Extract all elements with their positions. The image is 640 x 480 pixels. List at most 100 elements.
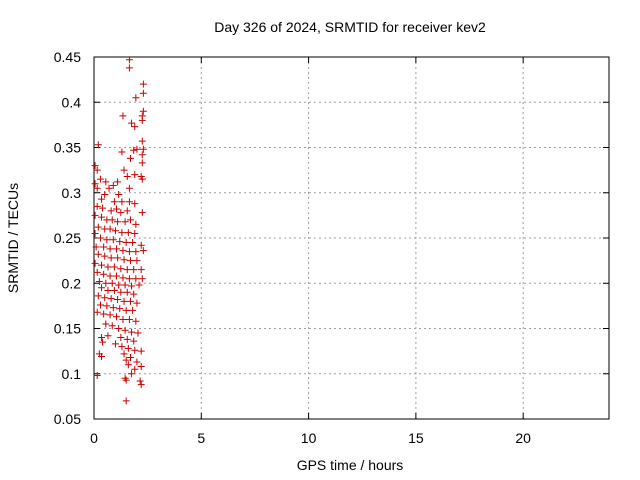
x-tick-label: 15 [408, 430, 424, 446]
data-point [106, 311, 114, 319]
data-point [139, 247, 147, 255]
data-point [119, 315, 127, 323]
data-point [126, 353, 134, 361]
data-point [130, 337, 138, 345]
data-point [126, 297, 134, 305]
y-tick-label: 0.1 [62, 366, 82, 382]
data-point [133, 257, 141, 265]
data-point [109, 236, 117, 244]
data-point [130, 146, 138, 154]
data-point [93, 166, 101, 174]
data-point [122, 356, 130, 364]
data-point [119, 112, 127, 120]
data-point [131, 123, 139, 131]
data-point [113, 313, 121, 321]
y-tick-label: 0.15 [54, 321, 81, 337]
data-point [96, 175, 104, 183]
data-point [128, 370, 136, 378]
x-tick-label: 0 [90, 430, 98, 446]
data-point [138, 116, 146, 124]
data-point [106, 245, 114, 253]
data-point [120, 297, 128, 305]
data-point [132, 275, 140, 283]
data-point [125, 64, 133, 72]
data-point [125, 184, 133, 192]
data-point [124, 361, 132, 369]
data-point [115, 281, 123, 289]
data-point [131, 229, 139, 237]
data-point [138, 175, 146, 183]
data-point [91, 162, 99, 170]
axis-ticks: 0 5 10 15 20 0.05 0.1 0.15 0.2 0.25 0.3 0.35 0.4 0.45 [54, 49, 609, 446]
data-point [139, 80, 147, 88]
data-point [122, 397, 130, 405]
data-point [137, 363, 145, 371]
data-point [121, 281, 129, 289]
data-point [102, 279, 110, 287]
data-point [99, 338, 107, 346]
data-point [92, 243, 100, 251]
data-point [124, 344, 132, 352]
data-point [93, 268, 101, 276]
data-point [94, 250, 102, 258]
data-point [101, 191, 109, 199]
grid [94, 57, 609, 419]
data-point [128, 328, 136, 336]
data-point [137, 241, 145, 249]
data-point [93, 202, 101, 210]
data-point [114, 218, 122, 226]
data-point [121, 218, 129, 226]
data-point [113, 205, 121, 213]
data-point [132, 94, 140, 102]
data-point [106, 272, 114, 280]
x-tick-label: 10 [301, 430, 317, 446]
data-point [94, 141, 102, 149]
data-point [119, 274, 127, 282]
data-point [114, 178, 122, 186]
data-point [110, 263, 118, 271]
data-point [128, 119, 136, 127]
data-point [109, 304, 117, 312]
data-point [125, 275, 133, 283]
data-point [110, 286, 118, 294]
data-point [94, 292, 102, 300]
data-point [100, 243, 108, 251]
data-point [129, 306, 137, 314]
data-point [128, 282, 136, 290]
x-tick-label: 20 [515, 430, 531, 446]
data-point [116, 305, 124, 313]
data-point [139, 107, 147, 115]
data-point [138, 275, 146, 283]
data-point [110, 198, 118, 206]
data-point [133, 358, 141, 366]
y-axis-label: SRMTID / TECUs [5, 183, 21, 293]
data-point [119, 247, 127, 255]
data-point [135, 281, 143, 289]
data-point [93, 308, 101, 316]
data-point [120, 166, 128, 174]
data-point [123, 335, 131, 343]
data-point [93, 372, 101, 380]
data-point [125, 315, 133, 323]
data-point [132, 248, 140, 256]
data-point [107, 254, 115, 262]
data-point [125, 56, 133, 64]
data-point [139, 89, 147, 97]
data-point [107, 207, 115, 215]
data-point [129, 239, 137, 247]
data-point [98, 334, 106, 342]
data-point [104, 286, 112, 294]
data-point [100, 310, 108, 318]
y-tick-label: 0.4 [62, 94, 82, 110]
data-point [91, 229, 99, 237]
data-point [114, 296, 122, 304]
data-point [111, 227, 119, 235]
data-point [120, 256, 128, 264]
data-point [105, 184, 113, 192]
data-point [121, 326, 129, 334]
data-point [121, 374, 129, 382]
data-point [93, 184, 101, 192]
data-point [98, 284, 106, 292]
x-axis-label: GPS time / hours [297, 457, 404, 473]
